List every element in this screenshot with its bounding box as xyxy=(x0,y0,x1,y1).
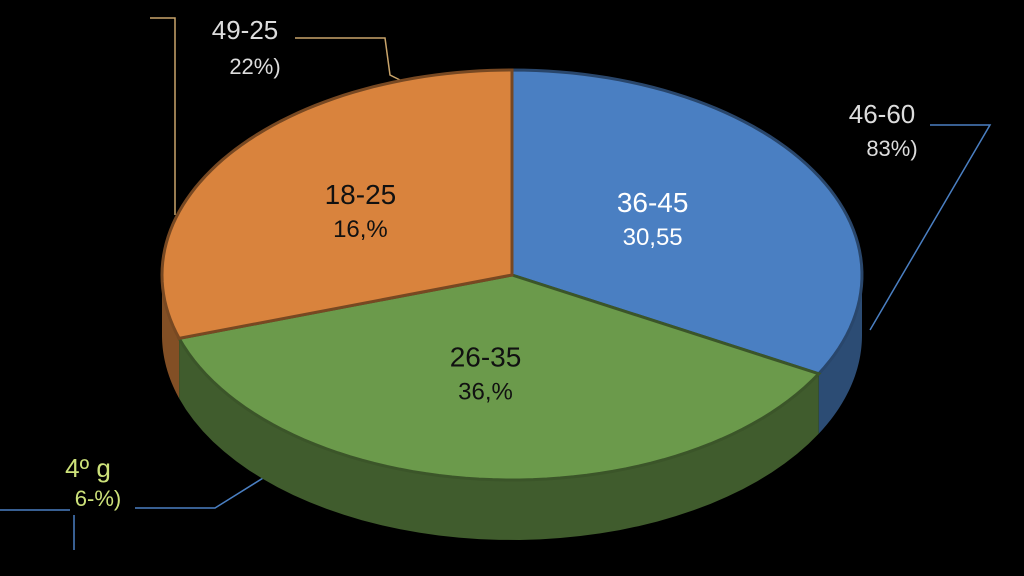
pie-slice-side xyxy=(179,338,819,540)
leader-line xyxy=(150,17,176,215)
callout-label: 46-60 xyxy=(849,99,916,129)
pie-slice-side xyxy=(818,275,862,434)
callout-text: 22%) xyxy=(229,54,280,79)
callout-label: 4º g xyxy=(65,453,111,483)
slice-label: 36-45 xyxy=(617,187,689,218)
callout-label: 49-25 xyxy=(212,15,279,45)
slice-label: 18-25 xyxy=(325,179,397,210)
callout-text: 83%) xyxy=(866,136,917,161)
slice-value-text: 36,% xyxy=(458,378,513,405)
pie-slice xyxy=(510,68,864,376)
pie-slice-side xyxy=(162,275,180,399)
slice-label: 26-35 xyxy=(450,341,522,372)
slice-value-text: 30,55 xyxy=(623,224,683,251)
pie-slice xyxy=(160,68,514,341)
leader-line xyxy=(869,124,992,331)
callout-text: 6-%) xyxy=(75,486,121,511)
leader-line xyxy=(295,37,401,81)
pie-slice xyxy=(176,273,822,482)
slice-value-text: 16,% xyxy=(333,216,388,243)
